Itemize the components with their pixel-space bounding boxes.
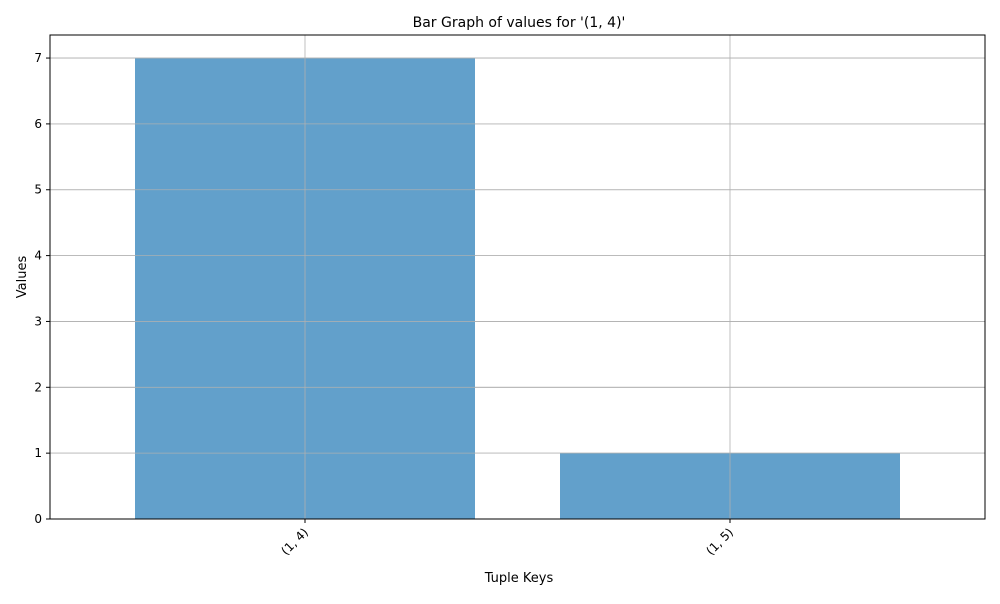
plot-frame: [49, 34, 986, 520]
y-tick-label: 5: [34, 183, 42, 197]
y-tick-label: 2: [34, 380, 42, 394]
x-tick-label: (1, 4): [278, 525, 311, 558]
y-tick-label: 3: [34, 314, 42, 328]
bars-layer: [135, 58, 900, 520]
x-tick-label: (1, 5): [703, 525, 736, 558]
axes-layer: [49, 34, 986, 520]
y-tick-label: 4: [34, 249, 42, 263]
y-tick-label: 0: [34, 512, 42, 526]
y-tick-label: 6: [34, 117, 42, 131]
y-tick-label: 1: [34, 446, 42, 460]
y-tick-label: 7: [34, 51, 42, 65]
x-axis-label: Tuple Keys: [484, 571, 554, 586]
y-axis-label: Values: [15, 256, 30, 299]
chart-title: Bar Graph of values for '(1, 4)': [413, 15, 626, 31]
